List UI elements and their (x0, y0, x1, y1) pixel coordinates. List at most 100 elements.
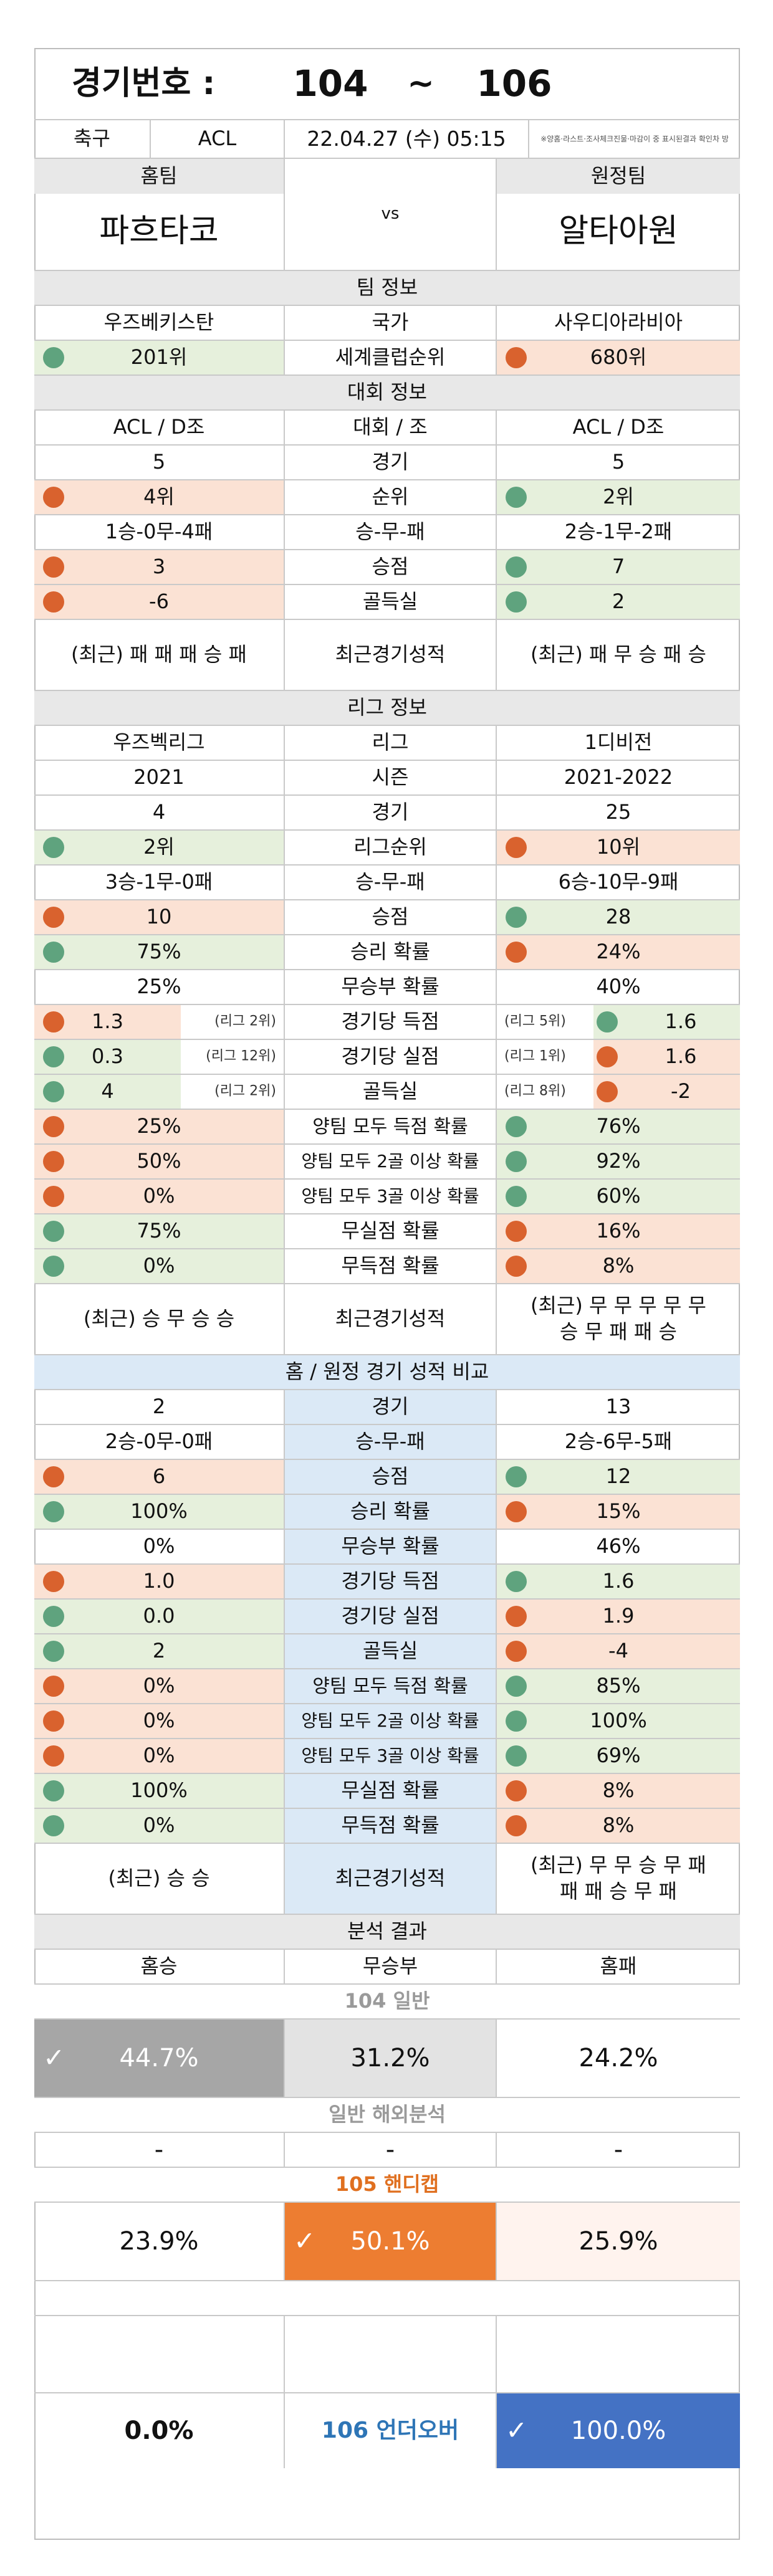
tournament-recent-home-value: (최근) 패 패 패 승 패 (71, 642, 247, 667)
league-btts3-row: 0% 양팀 모두 3골 이상 확률 60% (34, 1180, 740, 1213)
homeaway-points-home-value: 6 (152, 1464, 166, 1489)
league-btts2-row: 50% 양팀 모두 2골 이상 확률 92% (34, 1145, 740, 1178)
homeaway-record-label: 승-무-패 (284, 1425, 496, 1459)
status-dot (597, 1011, 618, 1033)
status-dot (43, 1151, 64, 1172)
league-btts-home-cell: 25% (34, 1110, 284, 1143)
homeaway-btts-label: 양팀 모두 득점 확률 (284, 1669, 496, 1703)
homeaway-record-row: 2승-0무-0패 승-무-패 2승-6무-5패 (34, 1425, 740, 1459)
league-points-away-value: 28 (605, 905, 631, 929)
status-dot (506, 1606, 527, 1627)
homeaway-goals-against-row: 0.0 경기당 실점 1.9 (34, 1600, 740, 1633)
league-draw-rate-label: 무승부 확률 (284, 970, 496, 1004)
general-away-cell: 24.2% (496, 2020, 740, 2097)
homeaway-btts3-label: 양팀 모두 3골 이상 확률 (284, 1739, 496, 1773)
league-goal-diff-away-bg (593, 1075, 740, 1109)
tournament-points-away-value: 7 (612, 555, 625, 579)
league-recent-row: (최근) 승 무 승 승 최근경기성적 (최근) 무 무 무 무 무 승 무 패 패… (34, 1284, 740, 1354)
tournament-points-home-cell: 3 (34, 550, 284, 584)
homeaway-section: 홈 / 원정 경기 성적 비교 (34, 1355, 740, 1389)
country-label: 국가 (284, 306, 496, 340)
league-win-rate-label: 승리 확률 (284, 935, 496, 969)
league-season-away-cell: 2021-2022 (496, 761, 740, 794)
tournament-record-label: 승-무-패 (284, 515, 496, 549)
league-goals-for-home-rank: (리그 2위) (214, 1013, 276, 1029)
handicap-title: 105 핸디캡 (34, 2168, 740, 2202)
tournament-group-label: 대회 / 조 (284, 411, 496, 444)
league-clean-sheet-away-cell: 16% (496, 1214, 740, 1248)
homeaway-btts-away-value: 85% (596, 1674, 641, 1698)
league-name-away-value: 1디비전 (584, 730, 653, 755)
status-dot (43, 1710, 64, 1732)
league-games-home-cell: 4 (34, 796, 284, 829)
homeaway-win-rate-home-value: 100% (130, 1499, 188, 1524)
handicap-bar: 105 핸디캡 (34, 2168, 740, 2202)
league-no-goal-away-value: 8% (602, 1254, 635, 1278)
homeaway-draw-rate-home-value: 0% (143, 1534, 175, 1558)
league-recent-away-cell: (최근) 무 무 무 무 무 승 무 패 패 승 (496, 1284, 740, 1354)
home-team-label: 홈팀 (34, 159, 284, 194)
homeaway-recent-away-value: (최근) 무 무 승 무 패 패 패 승 무 패 (531, 1853, 706, 1903)
league-btts2-home-value: 50% (137, 1149, 181, 1173)
league-goal-diff-home-cell: 4 (리그 2위) (34, 1075, 284, 1109)
league-win-rate-home-value: 75% (137, 940, 181, 964)
status-dot (43, 1116, 64, 1137)
status-dot (597, 1046, 618, 1067)
league-season-label: 시즌 (284, 761, 496, 794)
league-goal-diff-home-rank: (리그 2위) (214, 1083, 276, 1099)
sport-label: 축구 (74, 126, 110, 151)
general-away-value: 24.2% (579, 2044, 658, 2073)
league-label: ACL (150, 120, 284, 158)
league-section: 리그 정보 (34, 691, 740, 725)
homeaway-btts2-label: 양팀 모두 2골 이상 확률 (284, 1704, 496, 1738)
league-btts3-home-value: 0% (143, 1184, 175, 1208)
homeaway-goals-for-home-cell: 1.0 (34, 1565, 284, 1598)
overseas-home-value: - (154, 2135, 164, 2164)
team-label-row: 홈팀 원정팀 (34, 159, 740, 194)
country-away-cell: 사우디아라비아 (496, 306, 740, 340)
homeaway-recent-away-cell: (최근) 무 무 승 무 패 패 패 승 무 패 (496, 1844, 740, 1914)
handicap-home-cell: 23.9% (34, 2203, 284, 2280)
status-dot (506, 1780, 527, 1801)
homeaway-btts-away-cell: 85% (496, 1669, 740, 1703)
homeaway-goals-against-home-cell: 0.0 (34, 1600, 284, 1633)
overseas-draw-cell: - (284, 2133, 496, 2167)
league-goals-for-away-value: 1.6 (665, 1009, 697, 1034)
col-home-loss: 홈패 (496, 1950, 740, 1983)
league-no-goal-home-value: 0% (143, 1254, 175, 1278)
league-record-home-cell: 3승-1무-0패 (34, 866, 284, 899)
league-btts3-label: 양팀 모두 3골 이상 확률 (284, 1180, 496, 1213)
league-goal-diff-away-value: -2 (671, 1079, 691, 1104)
spacer-mid (284, 2316, 496, 2392)
homeaway-btts-row: 0% 양팀 모두 득점 확률 85% (34, 1669, 740, 1703)
league-goals-against-home-rank: (리그 12위) (206, 1048, 276, 1064)
league-btts2-home-cell: 50% (34, 1145, 284, 1178)
homeaway-win-rate-row: 100% 승리 확률 15% (34, 1495, 740, 1529)
homeaway-draw-rate-away-cell: 46% (496, 1530, 740, 1563)
league-season-row: 2021 시즌 2021-2022 (34, 761, 740, 794)
league-name-row: 우즈벡리그 리그 1디비전 (34, 726, 740, 760)
analysis-title: 분석 결과 (34, 1915, 740, 1949)
league-record-away-cell: 6승-10무-9패 (496, 866, 740, 899)
homeaway-no-goal-label: 무득점 확률 (284, 1809, 496, 1843)
handicap-away-value: 25.9% (579, 2227, 658, 2256)
handicap-home-value: 23.9% (119, 2227, 199, 2256)
status-dot (506, 1571, 527, 1592)
tournament-recent-home-cell: (최근) 패 패 패 승 패 (34, 620, 284, 690)
homeaway-goals-for-home-value: 1.0 (143, 1569, 175, 1593)
tournament-group-away-cell: ACL / D조 (496, 411, 740, 444)
tournament-position-row: 4위 순위 2위 (34, 480, 740, 514)
homeaway-points-home-cell: 6 (34, 1460, 284, 1494)
league-draw-rate-away-value: 40% (596, 975, 641, 999)
league-points-home-value: 10 (146, 905, 172, 929)
tournament-points-home-value: 3 (152, 555, 166, 579)
tournament-games-row: 5 경기 5 (34, 446, 740, 479)
handicap-row: 23.9% ✓ 50.1% 25.9% (34, 2203, 740, 2280)
status-dot (43, 837, 64, 858)
world-rank-label: 세계클럽순위 (284, 341, 496, 374)
league-name-away-cell: 1디비전 (496, 726, 740, 760)
league-draw-rate-away-cell: 40% (496, 970, 740, 1004)
league-name-label: 리그 (284, 726, 496, 760)
league-points-label: 승점 (284, 900, 496, 934)
league-no-goal-label: 무득점 확률 (284, 1249, 496, 1283)
